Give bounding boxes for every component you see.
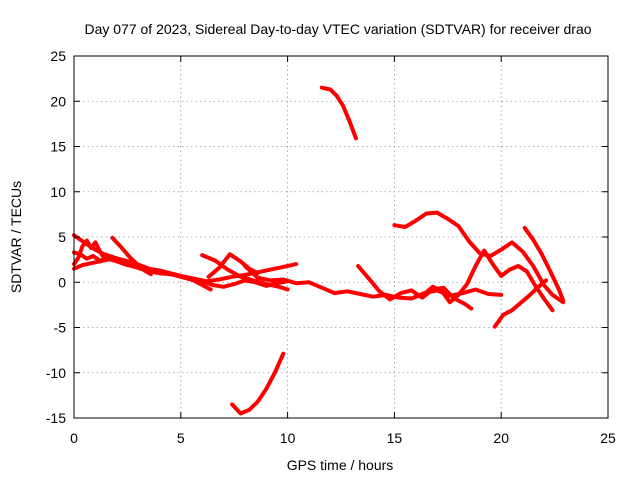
x-tick-label: 20: [493, 430, 509, 446]
series-arc-3: [72, 256, 213, 292]
x-tick-label: 25: [600, 430, 616, 446]
series-arc-6: [200, 253, 290, 292]
x-axis-label: GPS time / hours: [287, 457, 394, 473]
x-tick-label: 15: [387, 430, 403, 446]
chart-title: Day 077 of 2023, Sidereal Day-to-day VTE…: [84, 21, 591, 37]
y-tick-label: -10: [46, 365, 66, 381]
y-tick-label: 5: [58, 229, 66, 245]
y-tick-label: 20: [50, 93, 66, 109]
y-tick-label: 15: [50, 139, 66, 155]
series-arc-15: [230, 351, 286, 416]
y-tick-label: -15: [46, 410, 66, 426]
x-tick-label: 10: [280, 430, 296, 446]
x-tick-label: 5: [177, 430, 185, 446]
series-arc-9: [319, 85, 358, 141]
y-tick-label: -5: [54, 320, 67, 336]
series-arc-14: [522, 225, 566, 303]
ticks: 0 5 10 15 20 25 -15 -10 -5 0 5 10 15 20 25: [46, 48, 616, 446]
series-arc-12: [413, 248, 555, 313]
series-arc-4: [72, 238, 106, 267]
y-tick-label: 0: [58, 274, 66, 290]
series-arc-13: [492, 278, 549, 329]
series-arc-10: [356, 264, 474, 311]
x-tick-label: 0: [70, 430, 78, 446]
y-tick-label: 25: [50, 48, 66, 64]
series-arc-11: [392, 210, 566, 305]
series-layer: [72, 85, 566, 416]
y-axis-label: SDTVAR / TECUs: [8, 181, 24, 293]
y-tick-label: 10: [50, 184, 66, 200]
grid: [74, 56, 608, 418]
series-arc-5: [110, 235, 153, 277]
